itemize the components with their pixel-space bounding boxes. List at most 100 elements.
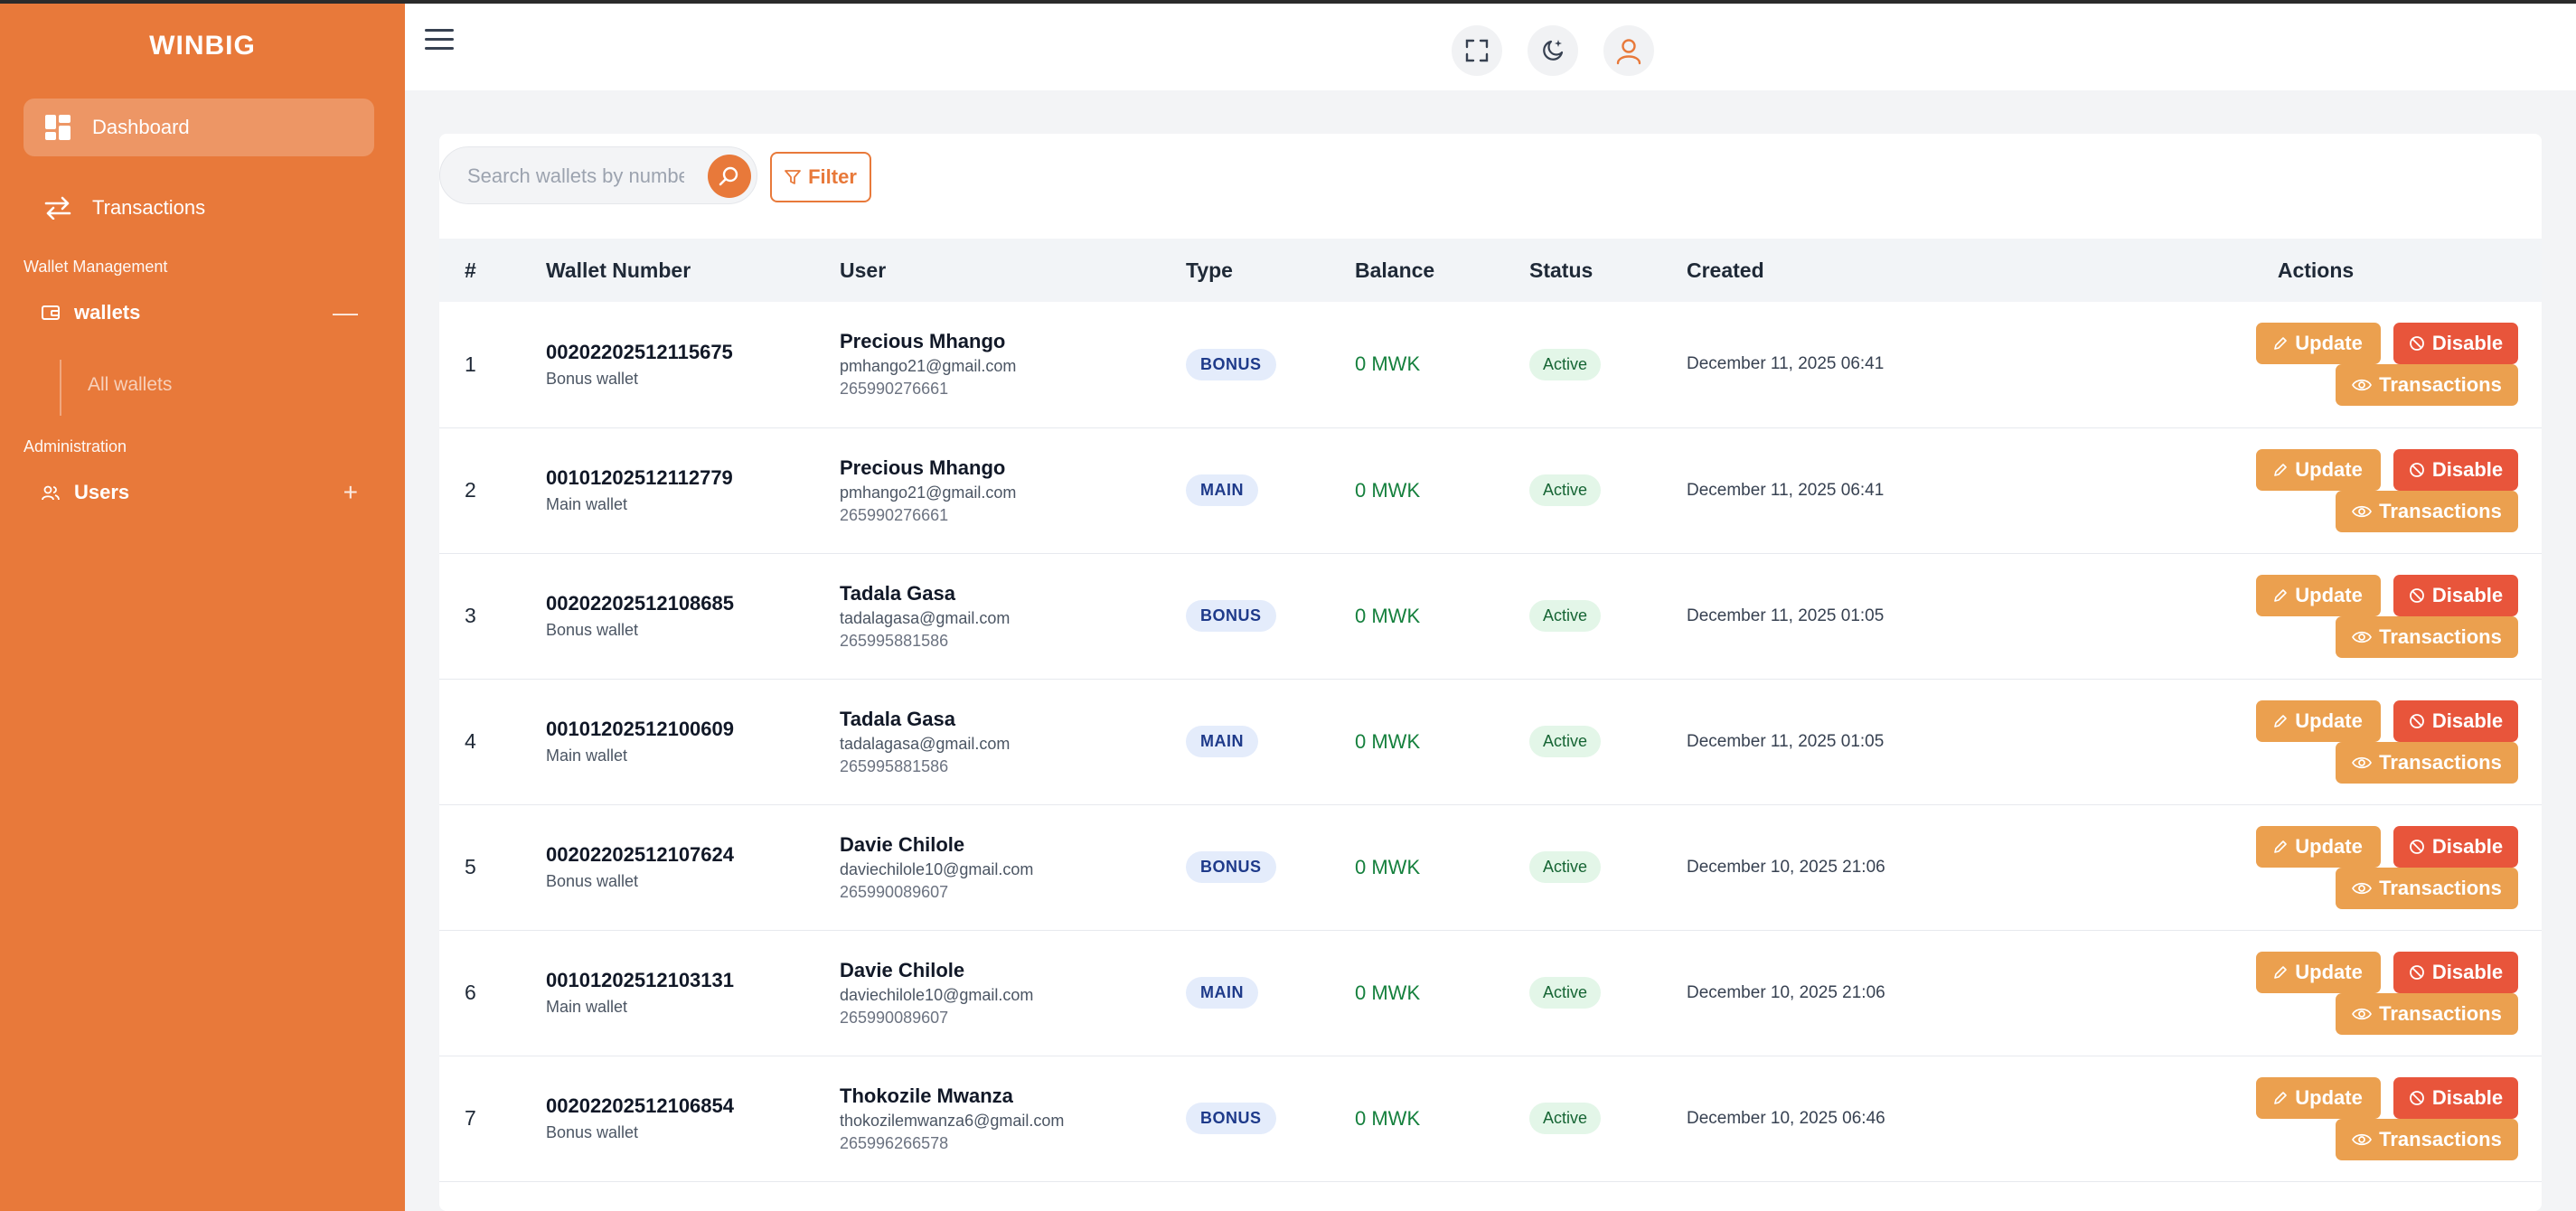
update-button[interactable]: Update [2255, 699, 2381, 742]
user-icon[interactable] [1603, 25, 1654, 76]
transactions-button[interactable]: Transactions [2336, 1118, 2518, 1160]
transactions-label: Transactions [2379, 876, 2502, 899]
status-badge: Active [1529, 474, 1602, 506]
disable-label: Disable [2431, 834, 2504, 858]
transactions-button[interactable]: Transactions [2336, 364, 2518, 407]
disable-button[interactable]: Disable [2393, 951, 2518, 993]
type-badge: BONUS [1186, 348, 1276, 380]
sidebar-subitem-all-wallets[interactable]: All wallets [88, 374, 173, 395]
update-button[interactable]: Update [2255, 448, 2381, 491]
eye-icon [2352, 378, 2373, 392]
transactions-button[interactable]: Transactions [2336, 992, 2518, 1035]
balance-cell: 0 MWK [1355, 804, 1529, 930]
wallet-icon [42, 303, 61, 323]
user-name: Davie Chilole [840, 958, 965, 981]
transactions-button[interactable]: Transactions [2336, 741, 2518, 784]
wallet-kind-label: Main wallet [546, 495, 628, 513]
transactions-label: Transactions [2379, 1127, 2502, 1150]
transactions-label: Transactions [2379, 750, 2502, 774]
funnel-icon [785, 169, 801, 185]
update-label: Update [2295, 1085, 2363, 1109]
balance-cell: 0 MWK [1355, 679, 1529, 804]
user-name: Tadala Gasa [840, 581, 955, 605]
update-label: Update [2295, 583, 2363, 606]
balance-cell: 0 MWK [1355, 930, 1529, 1056]
type-cell: BONUS [1186, 302, 1355, 427]
sidebar-group-users[interactable]: Users + [42, 474, 358, 511]
menu-icon[interactable] [425, 29, 454, 54]
update-button[interactable]: Update [2255, 951, 2381, 993]
disable-button[interactable]: Disable [2393, 699, 2518, 742]
eye-icon [2352, 504, 2373, 519]
pencil-icon [2273, 1091, 2288, 1105]
sidebar-group-wallets[interactable]: wallets — [42, 295, 358, 331]
user-phone: 265996266578 [840, 1133, 949, 1152]
user-name: Precious Mhango [840, 330, 1006, 353]
table-row: 7 00202202512106854 Bonus wallet Thokozi… [439, 1056, 2542, 1181]
update-button[interactable]: Update [2255, 825, 2381, 868]
eye-icon [2352, 756, 2373, 770]
wallet-cell: 00202202512107624 Bonus wallet [546, 804, 840, 930]
filter-button[interactable]: Filter [770, 152, 871, 202]
update-label: Update [2295, 709, 2363, 732]
search-box [439, 146, 757, 204]
disable-button[interactable]: Disable [2393, 1076, 2518, 1119]
table-body: 1 00202202512115675 Bonus wallet Preciou… [439, 302, 2542, 1181]
brand-logo[interactable]: WINBIG [149, 31, 256, 61]
expand-icon[interactable]: + [343, 478, 358, 506]
transactions-button[interactable]: Transactions [2336, 615, 2518, 658]
transactions-label: Transactions [2379, 499, 2502, 522]
status-badge: Active [1529, 600, 1602, 632]
disable-button[interactable]: Disable [2393, 825, 2518, 868]
eye-icon [2352, 881, 2373, 896]
user-name: Precious Mhango [840, 455, 1006, 479]
fullscreen-icon[interactable] [1452, 25, 1502, 76]
dashboard-icon [43, 113, 72, 142]
status-cell: Active [1529, 302, 1687, 427]
actions-cell: Update Disable Transactions [2090, 1056, 2542, 1181]
transactions-button[interactable]: Transactions [2336, 490, 2518, 532]
search-icon[interactable] [708, 155, 751, 198]
block-icon [2409, 335, 2425, 352]
theme-toggle-icon[interactable] [1528, 25, 1578, 76]
wallet-cell: 00202202512108685 Bonus wallet [546, 553, 840, 679]
balance-value: 0 MWK [1355, 729, 1421, 753]
user-phone: 265990089607 [840, 882, 949, 901]
update-button[interactable]: Update [2255, 1076, 2381, 1119]
transactions-button[interactable]: Transactions [2336, 867, 2518, 909]
type-badge: MAIN [1186, 474, 1258, 506]
created-date: December 11, 2025 01:05 [1687, 731, 1885, 751]
disable-button[interactable]: Disable [2393, 323, 2518, 365]
status-badge: Active [1529, 348, 1602, 380]
collapse-icon[interactable]: — [333, 298, 358, 326]
disable-button[interactable]: Disable [2393, 574, 2518, 616]
eye-icon [2352, 630, 2373, 644]
disable-label: Disable [2431, 457, 2504, 481]
update-button[interactable]: Update [2255, 323, 2381, 365]
actions-cell: Update Disable Transactions [2090, 302, 2542, 427]
wallet-cell: 00202202512106854 Bonus wallet [546, 1056, 840, 1181]
wallet-number: 00202202512107624 [546, 843, 735, 866]
block-icon [2409, 964, 2425, 981]
block-icon [2409, 587, 2425, 604]
disable-button[interactable]: Disable [2393, 448, 2518, 491]
created-cell: December 11, 2025 01:05 [1687, 553, 2090, 679]
update-button[interactable]: Update [2255, 574, 2381, 616]
user-email: daviechilole10@gmail.com [840, 985, 1034, 1004]
transactions-label: Transactions [2379, 373, 2502, 397]
column-header-type: Type [1186, 258, 1233, 282]
user-cell: Davie Chilole daviechilole10@gmail.com 2… [840, 804, 1186, 930]
user-email: daviechilole10@gmail.com [840, 859, 1034, 878]
section-label-wallet-management: Wallet Management [24, 258, 168, 276]
sidebar-item-transactions[interactable]: Transactions [24, 179, 374, 237]
section-label-administration: Administration [24, 437, 127, 455]
actions-cell: Update Disable Transactions [2090, 553, 2542, 679]
transactions-label: Transactions [2379, 624, 2502, 648]
sidebar-item-dashboard[interactable]: Dashboard [24, 99, 374, 156]
search-input[interactable] [467, 164, 684, 189]
column-header-balance: Balance [1355, 258, 1435, 282]
pencil-icon [2273, 714, 2288, 728]
column-header-number: # [465, 258, 476, 282]
top-header [405, 4, 2576, 90]
status-badge: Active [1529, 726, 1602, 757]
